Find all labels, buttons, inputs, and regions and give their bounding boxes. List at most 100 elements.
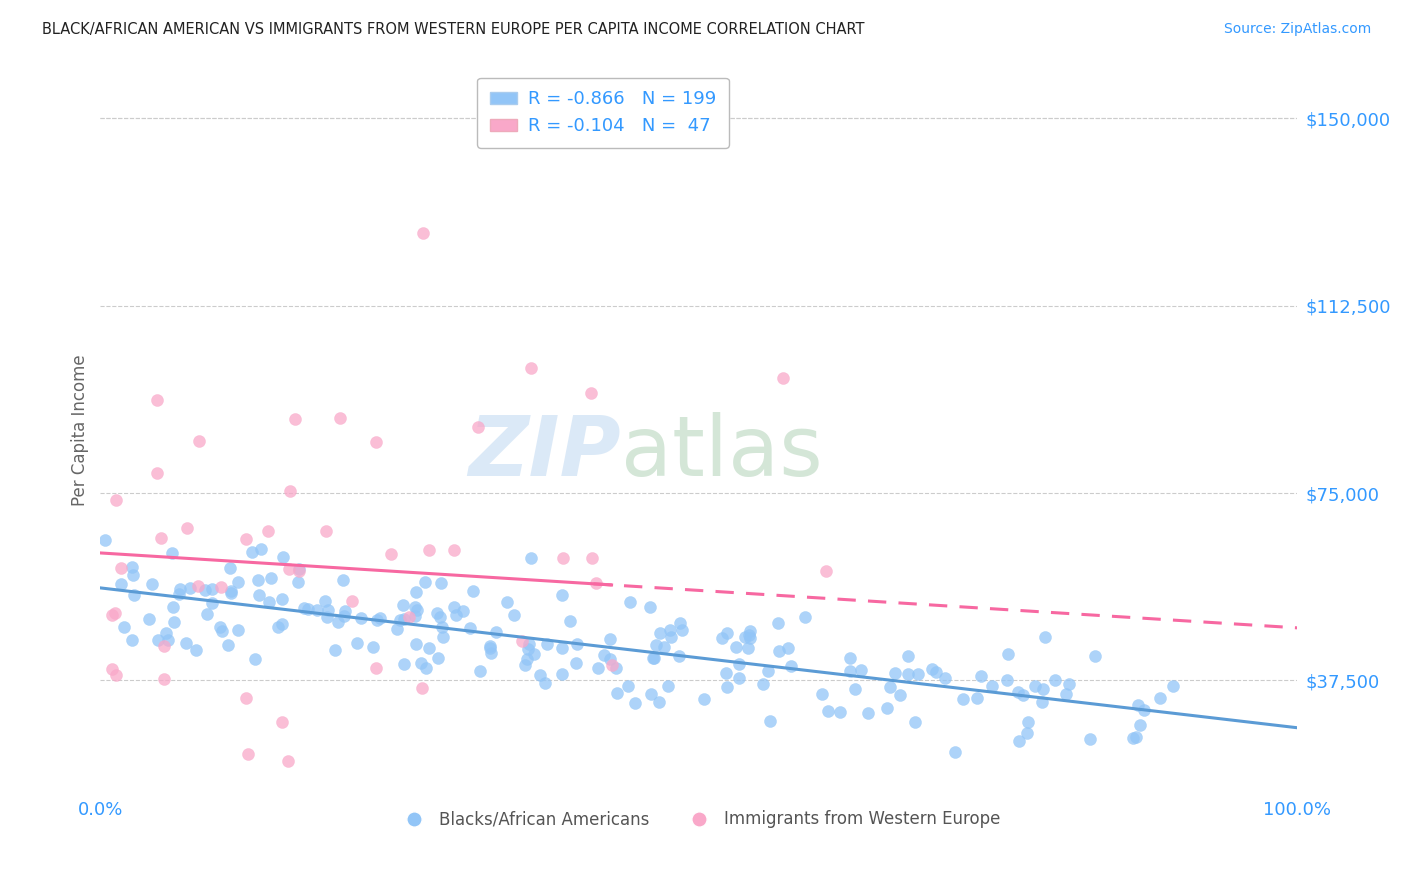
Text: Source: ZipAtlas.com: Source: ZipAtlas.com bbox=[1223, 22, 1371, 37]
Point bbox=[270, 616, 292, 631]
Point bbox=[169, 582, 191, 596]
Point bbox=[297, 602, 319, 616]
Point bbox=[426, 650, 449, 665]
Point bbox=[565, 637, 588, 651]
Point bbox=[363, 640, 385, 655]
Point bbox=[247, 588, 270, 602]
Point bbox=[738, 631, 761, 645]
Point bbox=[392, 657, 415, 672]
Point bbox=[316, 609, 339, 624]
Point bbox=[616, 679, 638, 693]
Point bbox=[152, 672, 174, 686]
Point bbox=[520, 361, 543, 376]
Point bbox=[278, 562, 301, 576]
Point bbox=[925, 665, 948, 680]
Point bbox=[558, 614, 581, 628]
Point bbox=[551, 588, 574, 602]
Point bbox=[316, 602, 339, 616]
Point bbox=[565, 657, 588, 671]
Point bbox=[415, 660, 437, 674]
Point bbox=[828, 706, 851, 720]
Point bbox=[510, 633, 533, 648]
Point bbox=[104, 492, 127, 507]
Point bbox=[104, 606, 127, 620]
Point bbox=[779, 659, 801, 673]
Point bbox=[121, 632, 143, 647]
Point bbox=[738, 628, 761, 642]
Point bbox=[943, 745, 966, 759]
Point bbox=[710, 632, 733, 646]
Point bbox=[485, 625, 508, 640]
Point bbox=[756, 664, 779, 678]
Point bbox=[645, 638, 668, 652]
Point bbox=[405, 585, 427, 599]
Point bbox=[235, 532, 257, 546]
Point bbox=[586, 660, 609, 674]
Point bbox=[520, 550, 543, 565]
Point bbox=[553, 551, 575, 566]
Point bbox=[217, 638, 239, 652]
Point bbox=[1057, 677, 1080, 691]
Point bbox=[551, 640, 574, 655]
Point bbox=[716, 626, 738, 640]
Point bbox=[201, 582, 224, 596]
Point bbox=[152, 639, 174, 653]
Point bbox=[907, 667, 929, 681]
Point bbox=[879, 680, 901, 694]
Point bbox=[1015, 726, 1038, 740]
Point bbox=[752, 677, 775, 691]
Point bbox=[647, 695, 669, 709]
Point bbox=[247, 573, 270, 587]
Point bbox=[101, 608, 124, 623]
Point bbox=[602, 658, 624, 673]
Point bbox=[599, 632, 621, 647]
Point bbox=[499, 828, 522, 842]
Point bbox=[478, 639, 501, 653]
Point bbox=[315, 524, 337, 538]
Point bbox=[430, 620, 453, 634]
Point bbox=[725, 640, 748, 654]
Point bbox=[619, 594, 641, 608]
Point bbox=[1011, 689, 1033, 703]
Point bbox=[738, 624, 761, 638]
Point bbox=[904, 715, 927, 730]
Point bbox=[643, 651, 665, 665]
Point bbox=[768, 644, 790, 658]
Point bbox=[659, 630, 682, 644]
Point bbox=[897, 666, 920, 681]
Point bbox=[179, 582, 201, 596]
Point bbox=[759, 714, 782, 728]
Point bbox=[346, 635, 368, 649]
Point bbox=[257, 524, 280, 539]
Text: atlas: atlas bbox=[621, 412, 823, 492]
Point bbox=[174, 636, 197, 650]
Point bbox=[138, 612, 160, 626]
Point bbox=[146, 467, 169, 481]
Point bbox=[332, 573, 354, 587]
Point bbox=[287, 561, 309, 575]
Point bbox=[260, 571, 283, 585]
Point bbox=[278, 484, 301, 499]
Point bbox=[398, 610, 420, 624]
Point bbox=[1007, 685, 1029, 699]
Point bbox=[208, 619, 231, 633]
Point bbox=[364, 661, 387, 675]
Point bbox=[1122, 731, 1144, 745]
Point bbox=[734, 630, 756, 644]
Point bbox=[392, 598, 415, 612]
Point bbox=[305, 603, 328, 617]
Point bbox=[238, 747, 260, 761]
Point bbox=[292, 601, 315, 615]
Point bbox=[658, 623, 681, 637]
Point bbox=[122, 567, 145, 582]
Point bbox=[716, 680, 738, 694]
Point bbox=[1161, 679, 1184, 693]
Point bbox=[226, 624, 249, 638]
Point bbox=[155, 626, 177, 640]
Point bbox=[657, 679, 679, 693]
Point bbox=[112, 620, 135, 634]
Point bbox=[479, 646, 502, 660]
Point bbox=[328, 615, 350, 629]
Point bbox=[211, 624, 233, 638]
Point bbox=[737, 641, 759, 656]
